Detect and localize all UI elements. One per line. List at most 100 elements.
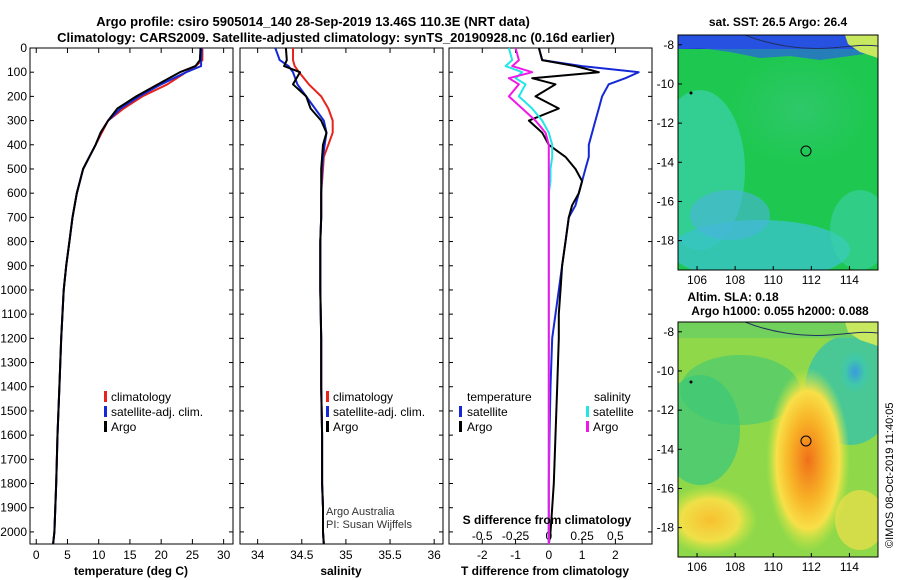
x-tick-label: 1: [579, 548, 586, 562]
series-line-s-argo: [507, 47, 550, 544]
difference-legend: temperature salinity satellite Argo sate…: [459, 390, 634, 434]
legend-t-argo-swatch: [459, 421, 462, 432]
sla-warm-southwest: [678, 485, 758, 555]
series-line-climatology: [52, 48, 204, 545]
sst-north-gradient: [678, 35, 878, 60]
map-x-tick-label: 112: [802, 560, 821, 574]
y-tick-label: 1200: [0, 331, 27, 345]
sst-cool-spot: [690, 190, 770, 240]
legend-argo-label: Argo: [333, 420, 359, 434]
map-y-tick-label: -16: [657, 481, 675, 495]
sst-map-axes: 106 108 110 112 114 -8 -10 -12 -14 -16 -18: [657, 38, 860, 287]
legend-salinity-header: salinity: [594, 390, 631, 404]
y-tick-label: 900: [7, 259, 27, 273]
map-x-tick-label: 110: [764, 273, 783, 287]
legend-satellite-label: satellite-adj. clim.: [333, 405, 425, 419]
x-tick-label: 36: [427, 548, 441, 562]
legend-climatology-label: climatology: [111, 390, 171, 404]
map-y-tick-label: -10: [657, 77, 675, 91]
legend-satellite-label: satellite-adj. clim.: [111, 405, 203, 419]
legend-t-satellite-label: satellite: [467, 405, 508, 419]
temperature-panel-frame: [29, 47, 234, 545]
java-coastline: [744, 322, 878, 336]
legend-satellite-swatch: [326, 406, 329, 417]
imos-credit: ©IMOS 08-Oct-2019 11:40:05: [884, 403, 896, 548]
legend-s-argo-swatch: [586, 421, 589, 432]
y-tick-label: 700: [7, 210, 27, 224]
s-difference-x-label: S difference from climatology: [463, 513, 632, 527]
credit-pi: PI: Susan Wijffels: [326, 519, 412, 531]
series-line-satellite-adj-clim: [274, 47, 328, 545]
sla-hot-eddy: [766, 368, 850, 552]
series-line-s-satellite: [504, 47, 554, 544]
x-tick-label: 34.5: [290, 548, 314, 562]
y-tick-label: 400: [7, 138, 27, 152]
map-y-tick-label: -8: [663, 325, 674, 339]
y-tick-label: 1700: [0, 452, 27, 466]
legend-s-argo-label: Argo: [593, 420, 619, 434]
legend-temperature-header: temperature: [467, 390, 532, 404]
salinity-panel-frame: [239, 47, 444, 545]
legend-climatology-swatch: [326, 391, 329, 402]
x-tick-label: 35: [339, 548, 353, 562]
series-line-satellite-adj-clim: [52, 47, 203, 545]
map-x-tick-label: 114: [840, 560, 859, 574]
sla-map-frame: [677, 321, 879, 558]
x-tick-label: 34: [251, 548, 265, 562]
y-tick-label: 2000: [0, 525, 27, 539]
map-y-tick-label: -8: [663, 38, 674, 52]
sla-map-field: [678, 322, 878, 557]
x-tick-label: 5: [64, 548, 71, 562]
x-tick-label: 10: [92, 548, 106, 562]
sst-map-frame: [677, 34, 879, 271]
y-tick-label: 0: [20, 41, 27, 55]
x-tick-label: -2: [477, 548, 488, 562]
map-x-tick-label: 110: [764, 560, 783, 574]
legend-argo-swatch: [326, 421, 329, 432]
credit-argo-australia: Argo Australia: [326, 506, 395, 518]
y-tick-label: 500: [7, 162, 27, 176]
figure-title-line1: Argo profile: csiro 5905014_140 28-Sep-2…: [96, 14, 530, 29]
legend-climatology-swatch: [104, 391, 107, 402]
map-x-tick-label: 106: [687, 560, 707, 574]
series-line-argo: [52, 47, 202, 545]
y-tick-label: 1100: [1, 307, 27, 321]
legend-s-satellite-label: satellite: [593, 405, 634, 419]
map-y-tick-label: -10: [657, 364, 675, 378]
salinity-plot: 34 34.5 35 35.5 36: [240, 47, 443, 562]
difference-panel-frame: [448, 47, 653, 545]
x-tick-label: 0: [545, 548, 552, 562]
salinity-legend: climatology satellite-adj. clim. Argo: [326, 390, 425, 434]
sla-map-subtitle: Argo h1000: 0.055 h2000: 0.088: [691, 304, 869, 318]
sla-north-band: [678, 322, 878, 338]
y-tick-label: 600: [7, 186, 27, 200]
series-line-argo: [283, 47, 328, 545]
legend-t-argo-label: Argo: [467, 420, 493, 434]
series-line-t-argo: [527, 47, 600, 545]
sst-cool-east: [830, 190, 878, 270]
difference-plot: -2 -1 0 1 2-0.5 -0.25 0 0.25 0.5: [449, 47, 652, 562]
y-tick-label: 1800: [0, 477, 27, 491]
sst-map-title: sat. SST: 26.5 Argo: 26.4: [709, 15, 848, 29]
x-tick-label: 25: [186, 548, 200, 562]
y-tick-label: 300: [7, 114, 27, 128]
y-tick-label: 200: [7, 89, 27, 103]
temperature-plot: 0100200300400500600700800900100011001200…: [0, 41, 233, 562]
map-x-tick-label: 106: [687, 273, 707, 287]
map-y-tick-label: -14: [657, 442, 675, 456]
map-y-tick-label: -16: [657, 194, 675, 208]
map-x-tick-label: 114: [840, 273, 859, 287]
y-tick-label: 1900: [0, 501, 27, 515]
map-x-tick-label: 108: [725, 560, 745, 574]
sla-map-axes: 106 108 110 112 114 -8 -10 -12 -14 -16 -18: [657, 325, 860, 574]
sla-map-title: Altim. SLA: 0.18: [687, 290, 779, 304]
x-tick-label-salinity: 0.5: [607, 529, 624, 543]
legend-s-satellite-swatch: [586, 406, 589, 417]
x-tick-label: -1: [510, 548, 521, 562]
x-tick-label: 35.5: [378, 548, 402, 562]
y-tick-label: 1500: [0, 404, 27, 418]
t-difference-x-label: T difference from climatology: [461, 564, 629, 578]
x-tick-label-salinity: 0.25: [570, 529, 594, 543]
legend-argo-label: Argo: [111, 420, 137, 434]
sla-profile-marker: [800, 435, 812, 447]
